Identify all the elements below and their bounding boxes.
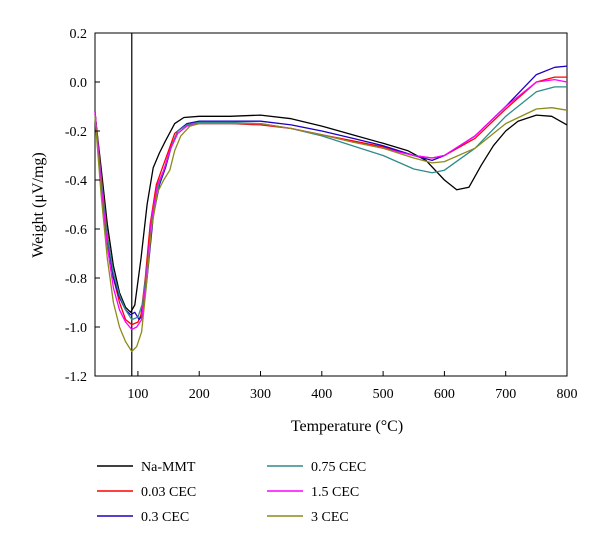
y-tick-label-1: -1.0 (65, 321, 87, 336)
legend-label-0-03-cec: 0.03 CEC (141, 485, 196, 500)
y-tick-label-4: -0.4 (65, 174, 87, 189)
x-tick-label-5: 600 (434, 387, 455, 402)
legend-label-3-cec: 3 CEC (311, 510, 349, 525)
legend: Na-MMT 0.03 CEC 0.3 CEC 0.75 CEC 1.5 CEC 3 CE… (97, 460, 366, 525)
legend-label-0-75-cec: 0.75 CEC (311, 460, 366, 475)
legend-label-1-5-cec: 1.5 CEC (311, 485, 359, 500)
x-tick-label-1: 200 (189, 387, 210, 402)
series-line-0-3-cec (94, 65, 568, 321)
series-group (94, 65, 568, 353)
x-tick-label-7: 800 (557, 387, 578, 402)
y-tick-label-0: -1.2 (65, 370, 87, 385)
y-axis-label: Weight (μV/mg) (30, 152, 47, 258)
x-tick-label-6: 700 (495, 387, 516, 402)
series-line-3-cec (94, 107, 568, 353)
x-axis-label: Temperature (°C) (291, 418, 403, 435)
legend-label-0-3-cec: 0.3 CEC (141, 510, 189, 525)
series-line-0-03-cec (94, 76, 567, 326)
legend-label-na-mmt: Na-MMT (141, 460, 196, 475)
y-tick-label-2: -0.8 (65, 272, 87, 287)
x-tick-label-4: 500 (373, 387, 394, 402)
series-line-na-mmt (94, 113, 568, 313)
x-tick-label-0: 100 (127, 387, 148, 402)
y-tick-label-6: 0.0 (70, 76, 88, 91)
y-tick-label-5: -0.2 (65, 125, 87, 140)
y-tick-label-7: 0.2 (70, 27, 88, 42)
ticks-group: 100 200 300 400 500 600 700 800 -1.2 -1.0 -0.8 -0.6… (65, 27, 578, 402)
plot-frame (94, 32, 568, 377)
x-tick-label-3: 400 (311, 387, 332, 402)
y-tick-label-3: -0.6 (65, 223, 87, 238)
series-line-0-75-cec (94, 86, 567, 321)
series-line-1-5-cec (94, 78, 568, 331)
x-tick-label-2: 300 (250, 387, 271, 402)
